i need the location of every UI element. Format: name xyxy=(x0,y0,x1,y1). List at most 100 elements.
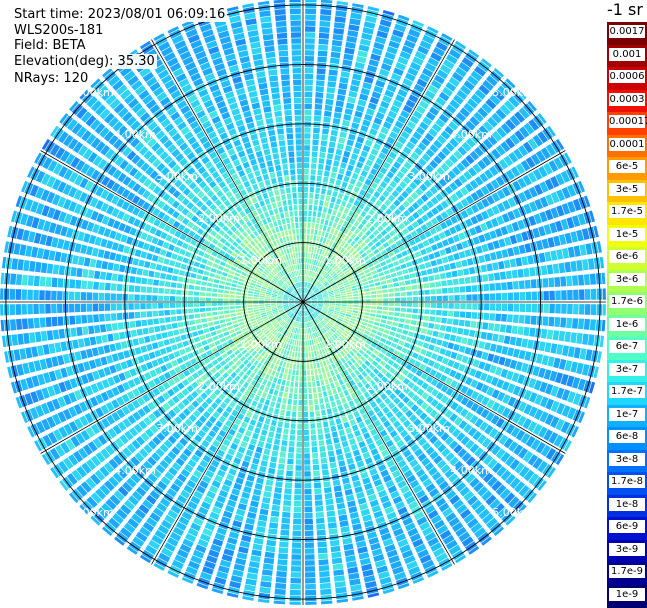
ray-bin xyxy=(443,296,449,302)
ray-bin xyxy=(119,265,126,273)
ray-bin xyxy=(331,130,338,136)
ray-bin xyxy=(504,336,511,345)
ray-bin xyxy=(486,263,493,271)
ray-bin xyxy=(304,276,305,281)
ray-bin xyxy=(297,442,303,448)
ray-bin xyxy=(578,275,584,286)
ray-bin xyxy=(372,361,378,367)
ray-bin xyxy=(315,92,323,98)
ray-bin xyxy=(305,9,316,15)
ray-bin xyxy=(508,293,514,301)
ray-bin xyxy=(84,257,91,266)
ray-bin xyxy=(280,385,285,391)
ray-bin xyxy=(3,383,11,396)
ray-bin xyxy=(453,253,460,260)
ray-bin xyxy=(354,228,360,234)
ray-bin xyxy=(521,256,528,265)
ray-bin xyxy=(251,549,261,556)
ray-bin xyxy=(178,322,184,328)
ray-bin xyxy=(0,288,3,299)
ray-bin xyxy=(375,357,381,363)
ray-bin xyxy=(239,322,245,326)
ray-bin xyxy=(559,263,566,273)
ray-bin xyxy=(310,423,315,429)
ray-bin xyxy=(81,292,87,300)
ray-bin xyxy=(113,263,120,271)
ray-bin xyxy=(415,347,422,353)
ray-bin xyxy=(401,250,408,256)
ray-bin xyxy=(231,317,237,321)
ray-bin xyxy=(256,422,262,429)
ray-bin xyxy=(395,266,401,271)
ray-bin xyxy=(450,335,457,342)
ray-bin xyxy=(370,287,376,291)
ray-bin xyxy=(235,306,241,309)
ray-bin xyxy=(423,283,429,288)
ray-bin xyxy=(257,403,263,410)
ray-bin xyxy=(353,186,360,193)
ray-bin xyxy=(206,303,211,307)
ray-bin xyxy=(209,343,215,349)
ray-bin xyxy=(430,310,436,315)
ray-bin xyxy=(343,221,348,227)
ray-bin xyxy=(16,304,22,315)
ray-bin xyxy=(573,304,579,314)
ray-bin xyxy=(323,421,329,427)
ray-bin xyxy=(417,257,424,263)
ray-bin xyxy=(350,13,362,20)
ray-bin xyxy=(293,519,301,525)
ray-bin xyxy=(316,512,324,518)
ray-bin xyxy=(510,259,517,268)
ray-bin xyxy=(192,267,198,273)
ray-bin xyxy=(203,328,209,333)
ray-bin xyxy=(590,399,599,412)
ray-bin xyxy=(259,304,265,306)
ray-bin xyxy=(101,261,108,269)
ray-bin xyxy=(328,365,333,371)
ray-bin xyxy=(160,325,166,331)
ray-bin xyxy=(293,400,297,406)
ray-bin xyxy=(218,334,224,339)
ray-bin xyxy=(319,571,330,577)
ray-bin xyxy=(389,293,395,297)
ray-bin xyxy=(39,290,45,300)
ray-bin xyxy=(309,394,313,400)
ray-bin xyxy=(428,275,434,281)
ray-bin xyxy=(259,295,265,297)
ray-bin xyxy=(22,275,28,286)
ray-bin xyxy=(352,425,359,432)
ray-bin xyxy=(520,304,526,312)
ray-bin xyxy=(323,225,327,231)
ray-bin xyxy=(118,274,124,282)
ray-bin xyxy=(304,116,311,122)
ray-bin xyxy=(214,340,220,346)
ray-bin xyxy=(342,300,347,302)
ray-bin xyxy=(332,431,338,437)
ray-bin xyxy=(336,302,341,304)
ray-bin xyxy=(286,362,290,368)
ray-bin xyxy=(398,340,405,346)
ray-bin xyxy=(339,429,345,436)
ray-bin xyxy=(336,300,341,302)
ray-bin xyxy=(305,566,315,572)
ray-bin xyxy=(465,320,471,327)
ray-bin xyxy=(369,266,375,271)
ray-bin xyxy=(422,322,428,328)
ray-bin xyxy=(582,334,589,345)
ray-bin xyxy=(304,495,312,501)
ray-bin xyxy=(219,349,225,355)
ray-bin xyxy=(307,364,310,370)
ray-bin xyxy=(466,294,472,300)
ray-bin xyxy=(343,377,348,383)
ray-bin xyxy=(69,279,75,288)
ray-bin xyxy=(182,355,189,362)
ray-bin xyxy=(46,317,52,327)
ray-bin xyxy=(336,304,341,306)
ray-bin xyxy=(434,251,441,258)
ray-bin xyxy=(70,328,76,337)
ray-bin xyxy=(335,418,341,425)
ray-bin xyxy=(146,311,152,317)
ray-bin xyxy=(325,99,333,105)
ray-bin xyxy=(217,356,224,362)
ray-bin xyxy=(293,346,296,352)
